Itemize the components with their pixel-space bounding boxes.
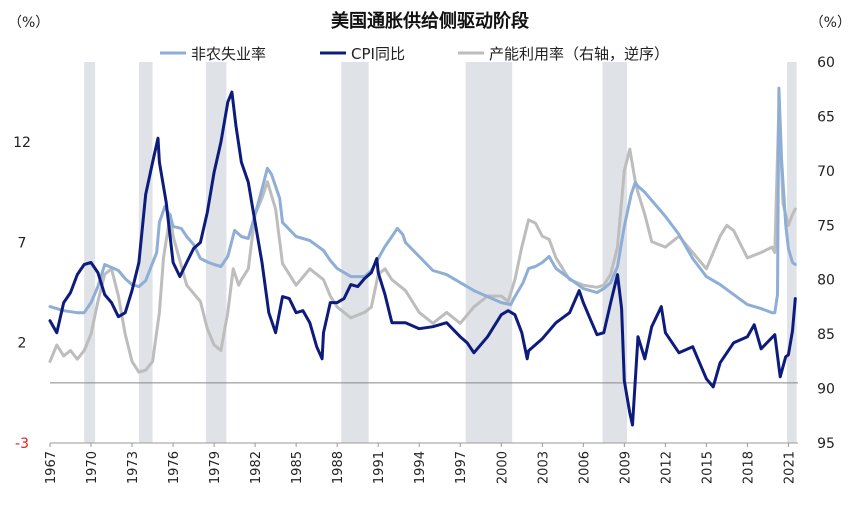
series-line-cpi [48,90,797,427]
x-tick-label: 1982 [249,451,264,484]
left-tick-label: 7 [18,235,27,251]
series-line-capacity-utilization [48,104,797,374]
x-tick-label: 2015 [700,451,715,484]
x-tick-label: 2003 [536,451,551,484]
x-axis: 1967 1970 1973 1976 1979 1982 1985 1988 1991 1994… [44,443,797,484]
right-tick-label: 80 [817,273,835,289]
x-tick-label: 1997 [454,451,469,484]
right-axis: 60 65 70 75 80 85 90 95 [817,55,835,452]
right-tick-label: 75 [817,218,835,234]
x-tick-label: 2018 [741,451,756,484]
x-tick-label: 1979 [208,451,223,484]
shaded-periods [84,62,797,443]
shaded-period-4 [465,62,513,443]
shaded-period-0 [84,62,96,443]
right-tick-label: 95 [817,436,835,452]
right-axis-unit: （%） [810,15,851,31]
shaded-period-3 [341,62,369,443]
left-tick-label: 12 [13,135,31,151]
x-tick-label: 1967 [44,451,59,484]
legend-label-cpi: CPI同比 [351,45,405,63]
x-tick-label: 1985 [290,451,305,484]
x-tick-label: 1976 [167,451,182,484]
x-tick-label: 1970 [85,451,100,484]
left-tick-label: -3 [15,436,29,452]
left-axis-unit: （%） [8,15,49,31]
series-line-unemployment [48,86,797,315]
right-tick-label: 65 [817,109,835,125]
left-tick-label: 2 [18,336,27,352]
right-tick-label: 85 [817,327,835,343]
x-tick-label: 2009 [618,451,633,484]
shaded-period-1 [138,62,153,443]
x-tick-label: 1988 [331,451,346,484]
legend: 非农失业率 CPI同比 产能利用率（右轴，逆序） [160,45,669,63]
x-tick-label: 1991 [372,451,387,484]
shaded-period-2 [205,62,227,443]
chart-title: 美国通胀供给侧驱动阶段 [331,10,530,32]
x-tick-label: 2012 [659,451,674,484]
x-tick-label: 1973 [126,451,141,484]
right-tick-label: 60 [817,55,835,71]
right-tick-label: 90 [817,382,835,398]
right-tick-label: 70 [817,164,835,180]
x-tick-label: 2006 [577,451,592,484]
x-tick-label: 2021 [782,451,797,484]
x-tick-label: 2000 [495,451,510,484]
left-axis: -3 2 7 12 [13,135,31,452]
x-tick-label: 1994 [413,451,428,484]
legend-label-capacity-utilization: 产能利用率（右轴，逆序） [489,45,669,63]
legend-label-unemployment: 非农失业率 [191,45,266,63]
shaded-period-6 [787,62,797,443]
series-layer [48,86,797,427]
